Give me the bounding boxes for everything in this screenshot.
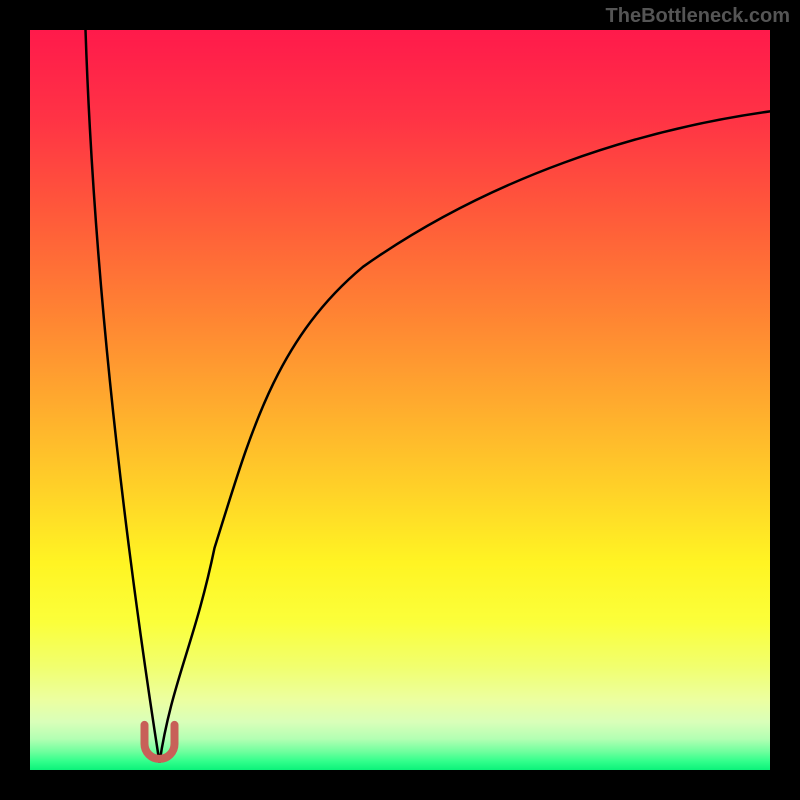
attribution-text: TheBottleneck.com <box>606 5 790 28</box>
gradient-background <box>30 30 770 770</box>
bottleneck-chart <box>0 0 800 800</box>
chart-container: TheBottleneck.com <box>0 0 800 800</box>
